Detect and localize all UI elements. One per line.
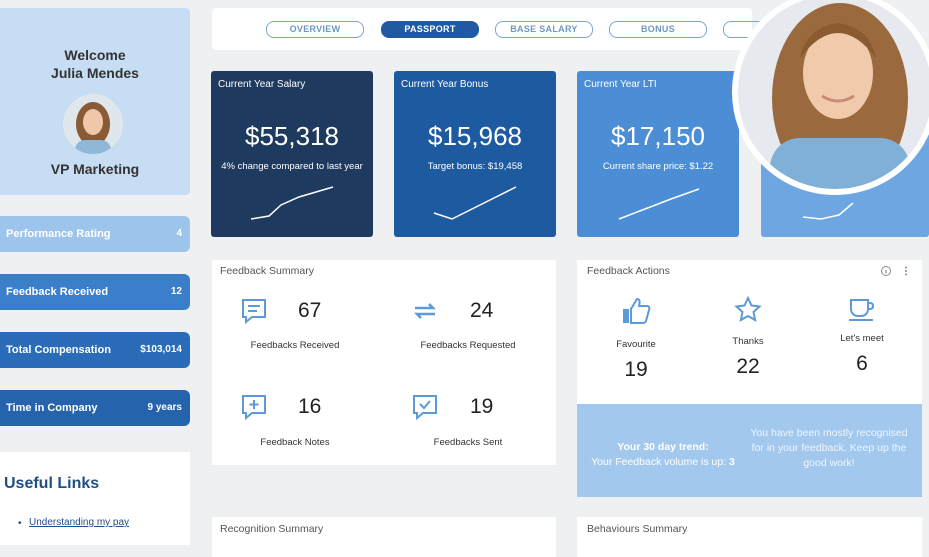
link[interactable]: Understanding my pay [29,517,130,528]
useful-links-card: Useful Links • Understanding my pay [0,452,190,545]
tab[interactable]: BASE SALARY [495,21,593,38]
stat-pill[interactable]: Total Compensation $103,014 [0,332,190,368]
trend-text: Your Feedback volume is up: [591,456,727,468]
card-title: Feedback Summary [220,265,314,277]
action-label: Thanks [732,336,764,347]
metric-label: Feedbacks Sent [433,437,503,448]
trend-line: Your Feedback volume is up: 3 [577,456,749,468]
metric-value: 19 [470,395,494,418]
kpi-value: $55,318 [245,121,339,151]
trend-message: You have been mostly recognised for in y… [750,427,908,469]
welcome-text: Welcome [64,47,126,63]
tab-bar [212,8,752,50]
kpi-title: Current Year LTI [584,79,657,90]
kpi-title: Current Year Salary [218,79,306,90]
user-role: VP Marketing [50,161,140,177]
card-title: Recognition Summary [220,523,324,535]
sparkline [618,188,700,220]
icon [413,303,437,319]
tab[interactable]: OVERVIEW [266,21,364,38]
stat-value: 12 [170,286,182,297]
welcome-card: Welcome Julia Mendes VP Marketing [0,8,190,195]
stat-value: 9 years [147,402,182,413]
action-value: 22 [736,355,760,378]
metric-label: Feedbacks Received [250,340,340,351]
trend-heading: Your 30 day trend: [617,441,709,453]
icon[interactable] [733,295,763,325]
stat-value: $103,014 [140,344,182,355]
avatar [63,94,123,154]
action-value: 19 [624,358,648,381]
icon[interactable] [621,296,651,326]
metric-value: 16 [298,395,322,418]
kpi-title: Current Year Bonus [401,79,489,90]
stat-value: 4 [176,228,182,239]
metric-label: Feedback Notes [260,437,330,448]
recognition-summary-card: Recognition Summary [212,517,556,557]
sparkline [433,186,517,220]
kpi-note: Target bonus: $19,458 [427,161,523,172]
kpi-note: 4% change compared to last year [221,161,363,172]
stat-label: Feedback Received [6,286,109,298]
sparkline [250,186,334,220]
kpi-card: Current Year LTI $17,150 Current share p… [577,71,739,237]
feedback-actions-card: Feedback Actions Favourite 19 Thanks 22 … [577,260,922,404]
stat-label: Performance Rating [6,228,111,240]
action-value: 6 [856,352,868,375]
kpi-value: $17,150 [611,121,705,151]
sparkline [802,202,854,220]
profile-photo [732,0,929,195]
kpi-value: $15,968 [428,121,522,151]
icon[interactable] [847,294,877,324]
trend-box: Your 30 day trend: Your Feedback volume … [577,404,922,497]
tab[interactable]: BONUS [609,21,707,38]
feedback-summary-card: Feedback Summary 67 Feedbacks Received 2… [212,260,556,465]
stat-pill[interactable]: Time in Company 9 years [0,390,190,426]
stat-label: Time in Company [6,402,98,414]
icon [413,395,437,421]
metric-label: Feedbacks Requested [420,340,516,351]
action-label: Favourite [616,339,656,350]
icon [242,395,266,421]
trend-value: 3 [729,456,735,468]
stat-pill[interactable]: Performance Rating 4 [0,216,190,252]
stat-label: Total Compensation [6,344,111,356]
action-label: Let's meet [840,333,884,344]
tab-active[interactable]: PASSPORT [381,21,479,38]
card-title: Feedback Actions [587,265,670,277]
kpi-card: Current Year Bonus $15,968 Target bonus:… [394,71,556,237]
bullet: • [18,518,22,529]
behaviours-summary-card: Behaviours Summary [577,517,922,557]
icon [242,299,266,325]
user-name: Julia Mendes [51,65,139,81]
metric-value: 67 [298,299,322,322]
metric-value: 24 [470,299,494,322]
kpi-note: Current share price: $1.22 [602,161,714,172]
useful-links-title: Useful Links [4,475,100,492]
kpi-card: Current Year Salary $55,318 4% change co… [211,71,373,237]
stat-pill[interactable]: Feedback Received 12 [0,274,190,310]
card-title: Behaviours Summary [587,523,688,535]
card-menu[interactable] [877,265,907,277]
